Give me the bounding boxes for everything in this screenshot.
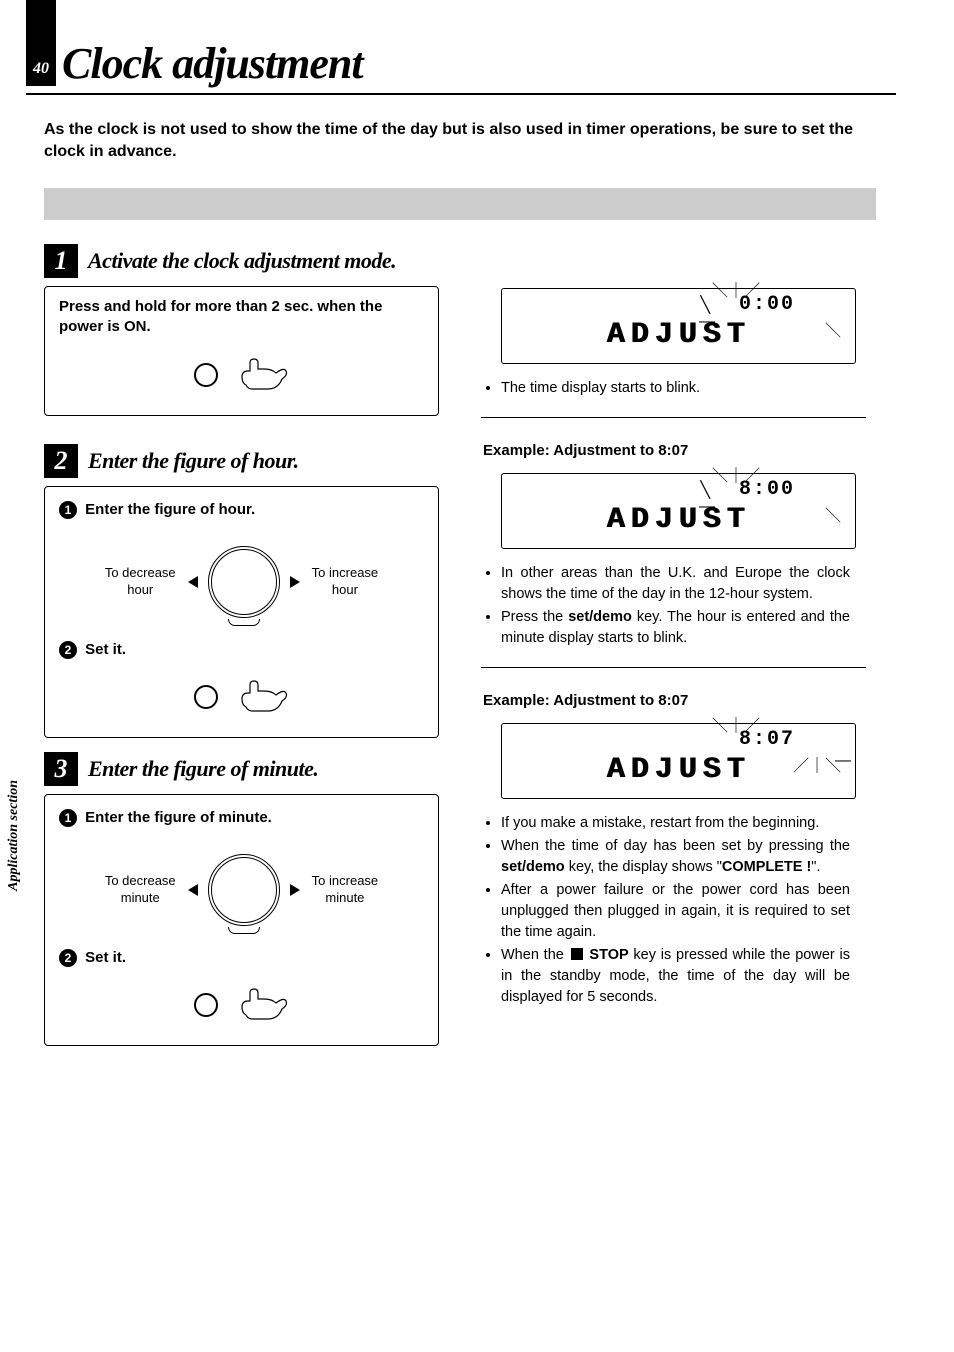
divider-2 [481,667,866,668]
arrow-left-icon [188,576,198,588]
panel-step-3: 1 Enter the figure of minute. To decreas… [44,794,439,1046]
display-word-2: ADJUST [606,505,750,535]
substep-label: Enter the figure of hour. [85,501,255,518]
display-word-1: ADJUST [606,320,750,350]
dial-right-label: To increase minute [312,873,378,907]
button-illustration-3 [59,975,424,1035]
bullet-item: Press the set/demo key. The hour is ente… [501,607,850,649]
dial-left-label: To decrease minute [105,873,176,907]
dial-left-label: To decrease hour [105,565,176,599]
spark-icon: — [835,752,851,770]
dial-icon [208,546,280,618]
substep-num-icon: 2 [59,641,77,659]
substep-label: Set it. [85,949,126,966]
divider-1 [481,417,866,418]
panel2-sub1: 1 Enter the figure of hour. [59,501,424,519]
example-header-2: Example: Adjustment to 8:07 [483,442,850,459]
dial-illustration-minute: To decrease minute To increase minute [59,835,424,945]
display-box-1: ＼｜／ ╲ — ＼ 0:00 ADJUST [501,288,856,364]
substep-num-icon: 1 [59,809,77,827]
button-icon [194,685,218,709]
example-header-3: Example: Adjustment to 8:07 [483,692,850,709]
step-number-3: 3 [44,752,78,786]
spark-icon: ╲ [700,480,710,500]
spark-icon: — [699,313,715,331]
display-box-2: ＼｜／ ╲ — ＼ 8:00 ADJUST [501,473,856,549]
display-time-3: 8:07 [739,728,795,751]
bullet-item: When the STOP key is pressed while the p… [501,945,850,1008]
display-time-1: 0:00 [739,293,795,316]
arrow-left-icon [188,884,198,896]
bullets-2: In other areas than the U.K. and Europe … [501,563,850,649]
step-heading-1: 1 Activate the clock adjustment mode. [44,244,445,278]
substep-num-icon: 2 [59,949,77,967]
substep-num-icon: 1 [59,501,77,519]
panel3-sub1: 1 Enter the figure of minute. [59,809,424,827]
display-box-3: ＼｜／ ／｜＼ — 8:07 ADJUST [501,723,856,799]
button-illustration-2 [59,667,424,727]
bullet-item: The time display starts to blink. [501,378,850,399]
step-number-1: 1 [44,244,78,278]
right-column: ＼｜／ ╲ — ＼ 0:00 ADJUST The time display s… [445,238,900,1061]
display-word-3: ADJUST [606,755,750,785]
bullet-item: In other areas than the U.K. and Europe … [501,563,850,605]
spark-icon: — [699,498,715,516]
panel2-sub2: 2 Set it. [59,641,424,659]
spark-icon: ＼ [825,502,841,526]
step-number-2: 2 [44,444,78,478]
dial-icon [208,854,280,926]
button-illustration-1 [59,345,424,405]
hand-icon [238,679,290,715]
grey-band [44,188,876,220]
spark-icon: ＼ [825,317,841,341]
button-icon [194,993,218,1017]
step-title-1: Activate the clock adjustment mode. [88,248,396,274]
arrow-right-icon [290,576,300,588]
page-number: 40 [26,0,56,86]
bullet-item: When the time of day has been set by pre… [501,836,850,878]
bullet-item: After a power failure or the power cord … [501,880,850,943]
step-heading-3: 3 Enter the figure of minute. [44,752,445,786]
dial-right-label: To increase hour [312,565,378,599]
dial-illustration-hour: To decrease hour To increase hour [59,527,424,637]
intro-paragraph: As the clock is not used to show the tim… [44,119,884,164]
hand-icon [238,357,290,393]
substep-label: Enter the figure of minute. [85,809,272,826]
step-heading-2: 2 Enter the figure of hour. [44,444,445,478]
arrow-right-icon [290,884,300,896]
left-column: 1 Activate the clock adjustment mode. Pr… [0,238,445,1061]
spark-icon: ／｜＼ [793,752,841,776]
panel-step-2: 1 Enter the figure of hour. To decrease … [44,486,439,738]
spark-icon: ╲ [700,295,710,315]
side-tab: Application section [6,780,22,891]
page-title: Clock adjustment [62,0,954,89]
display-time-2: 8:00 [739,478,795,501]
title-rule [26,93,896,95]
button-icon [194,363,218,387]
substep-label: Set it. [85,641,126,658]
bullets-1: The time display starts to blink. [501,378,850,399]
step-title-2: Enter the figure of hour. [88,448,299,474]
hand-icon [238,987,290,1023]
bullet-item: If you make a mistake, restart from the … [501,813,850,834]
panel1-instruction: Press and hold for more than 2 sec. when… [59,297,424,338]
panel3-sub2: 2 Set it. [59,949,424,967]
step-title-3: Enter the figure of minute. [88,756,318,782]
bullets-3: If you make a mistake, restart from the … [501,813,850,1008]
panel-step-1: Press and hold for more than 2 sec. when… [44,286,439,417]
